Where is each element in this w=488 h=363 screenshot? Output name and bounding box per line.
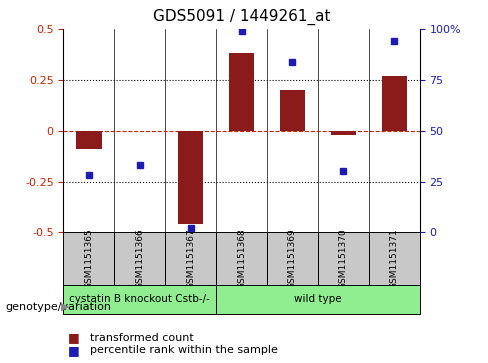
Bar xyxy=(216,232,267,285)
Bar xyxy=(114,232,165,285)
Bar xyxy=(63,285,216,314)
Bar xyxy=(382,76,407,131)
Text: wild type: wild type xyxy=(294,294,342,305)
Text: GSM1151367: GSM1151367 xyxy=(186,228,195,289)
Bar xyxy=(178,131,203,224)
Bar xyxy=(63,232,114,285)
Title: GDS5091 / 1449261_at: GDS5091 / 1449261_at xyxy=(153,9,330,25)
Bar xyxy=(76,131,102,149)
Bar xyxy=(331,131,356,135)
Bar xyxy=(267,232,318,285)
Text: GSM1151368: GSM1151368 xyxy=(237,228,246,289)
Text: GSM1151371: GSM1151371 xyxy=(390,228,399,289)
Text: GSM1151370: GSM1151370 xyxy=(339,228,348,289)
Bar xyxy=(229,53,254,131)
Bar xyxy=(165,232,216,285)
Text: ▶: ▶ xyxy=(61,302,69,312)
Text: genotype/variation: genotype/variation xyxy=(5,302,111,312)
Text: GSM1151369: GSM1151369 xyxy=(288,228,297,289)
Text: ■: ■ xyxy=(68,344,80,357)
Text: GSM1151365: GSM1151365 xyxy=(84,228,93,289)
Text: cystatin B knockout Cstb-/-: cystatin B knockout Cstb-/- xyxy=(69,294,210,305)
Text: transformed count: transformed count xyxy=(90,333,194,343)
Text: ■: ■ xyxy=(68,331,80,344)
Bar xyxy=(369,232,420,285)
Text: GSM1151366: GSM1151366 xyxy=(135,228,144,289)
Bar xyxy=(216,285,420,314)
Text: percentile rank within the sample: percentile rank within the sample xyxy=(90,345,278,355)
Bar xyxy=(318,232,369,285)
Bar xyxy=(280,90,305,131)
